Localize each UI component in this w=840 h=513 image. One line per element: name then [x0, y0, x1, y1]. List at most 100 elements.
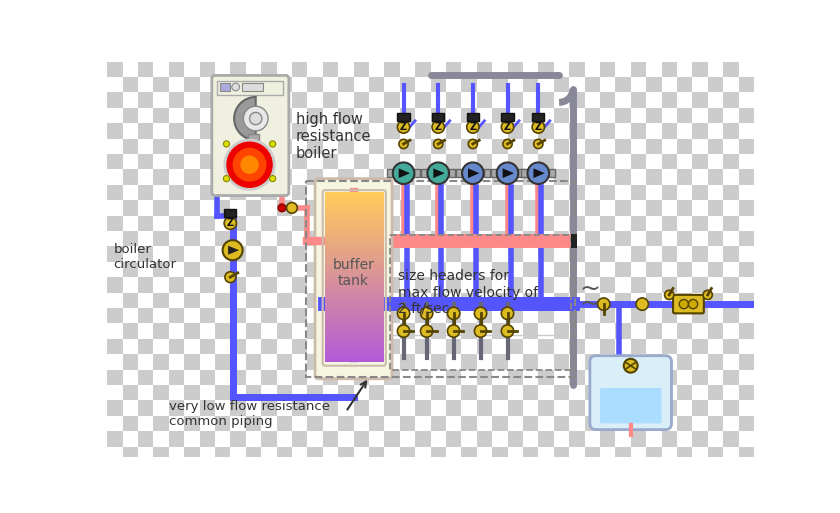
Bar — [200, 154, 215, 169]
Bar — [492, 385, 507, 400]
Bar — [369, 446, 385, 462]
Bar — [325, 233, 384, 234]
Bar — [339, 108, 354, 123]
Bar — [477, 154, 492, 169]
Bar — [323, 369, 338, 385]
Bar — [230, 154, 246, 169]
Bar — [246, 262, 261, 277]
Bar — [184, 139, 200, 154]
Bar — [325, 238, 384, 239]
Bar — [631, 339, 646, 354]
Bar — [600, 369, 615, 385]
Bar — [169, 339, 184, 354]
Bar — [325, 226, 384, 227]
Bar — [325, 325, 384, 326]
Circle shape — [501, 307, 514, 320]
Bar — [677, 354, 692, 369]
Bar — [754, 215, 769, 231]
Bar — [215, 292, 230, 308]
Bar — [325, 260, 384, 261]
Circle shape — [428, 163, 449, 184]
Bar — [325, 214, 384, 215]
Bar — [492, 354, 507, 369]
Bar — [325, 358, 384, 359]
Bar — [276, 231, 292, 246]
Bar — [354, 92, 369, 108]
Bar — [554, 262, 570, 277]
Bar — [325, 252, 384, 253]
Bar — [369, 416, 385, 431]
Bar — [585, 416, 600, 431]
Bar — [215, 354, 230, 369]
Bar — [431, 108, 446, 123]
Bar — [677, 231, 692, 246]
Bar — [323, 400, 338, 416]
Bar — [325, 321, 384, 322]
Bar — [662, 277, 677, 292]
Bar — [325, 346, 384, 347]
Bar — [477, 308, 492, 323]
Text: boiler
circulator: boiler circulator — [113, 243, 176, 270]
Bar — [325, 278, 384, 279]
Bar — [585, 478, 600, 493]
Bar — [215, 169, 230, 185]
Bar — [325, 355, 384, 356]
Bar — [261, 400, 276, 416]
Bar — [325, 212, 384, 213]
Bar — [369, 292, 385, 308]
Bar — [325, 357, 384, 358]
Bar — [354, 431, 369, 446]
Bar — [507, 92, 523, 108]
Bar — [492, 323, 507, 339]
Bar — [708, 200, 723, 215]
Bar — [169, 215, 184, 231]
Bar — [325, 356, 384, 357]
Bar — [200, 308, 215, 323]
Bar — [692, 62, 708, 77]
Bar — [554, 385, 570, 400]
Bar — [615, 478, 631, 493]
Bar — [446, 339, 461, 354]
Bar — [769, 478, 785, 493]
Bar — [570, 234, 577, 248]
Bar — [615, 354, 631, 369]
Circle shape — [496, 163, 518, 184]
Bar — [325, 361, 384, 362]
Bar — [108, 92, 123, 108]
Bar — [631, 246, 646, 262]
Bar — [325, 273, 384, 274]
Bar — [184, 108, 200, 123]
Bar — [276, 292, 292, 308]
Bar — [738, 478, 754, 493]
Bar — [385, 400, 400, 416]
Bar — [431, 200, 446, 215]
Bar — [325, 351, 384, 352]
Bar — [325, 297, 384, 298]
Bar — [385, 154, 400, 169]
Bar — [522, 169, 538, 185]
Bar — [538, 277, 554, 292]
Bar — [339, 231, 354, 246]
Bar — [123, 169, 138, 185]
Bar — [123, 200, 138, 215]
Bar — [570, 339, 585, 354]
Bar — [646, 385, 662, 400]
Circle shape — [432, 121, 444, 133]
Bar — [538, 185, 554, 200]
Bar — [570, 154, 585, 169]
Bar — [325, 279, 384, 280]
Bar — [184, 262, 200, 277]
Bar — [570, 123, 585, 139]
Bar — [461, 354, 477, 369]
Bar — [477, 277, 492, 292]
Bar — [600, 277, 615, 292]
Bar — [276, 108, 292, 123]
Bar — [585, 169, 600, 185]
Bar — [615, 292, 631, 308]
Bar — [492, 108, 507, 123]
Bar — [325, 331, 384, 332]
Bar — [522, 354, 538, 369]
Bar — [692, 400, 708, 416]
Polygon shape — [228, 246, 239, 255]
Bar — [154, 231, 169, 246]
